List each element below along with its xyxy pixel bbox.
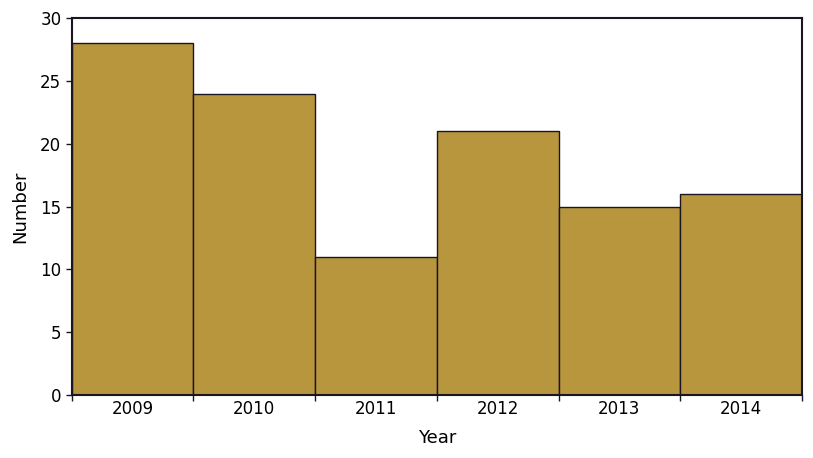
Bar xyxy=(72,43,193,395)
Bar xyxy=(193,93,315,395)
Bar xyxy=(680,194,802,395)
X-axis label: Year: Year xyxy=(418,429,456,447)
Bar xyxy=(437,131,559,395)
Y-axis label: Number: Number xyxy=(11,170,29,243)
Bar xyxy=(315,257,437,395)
Bar xyxy=(559,207,680,395)
